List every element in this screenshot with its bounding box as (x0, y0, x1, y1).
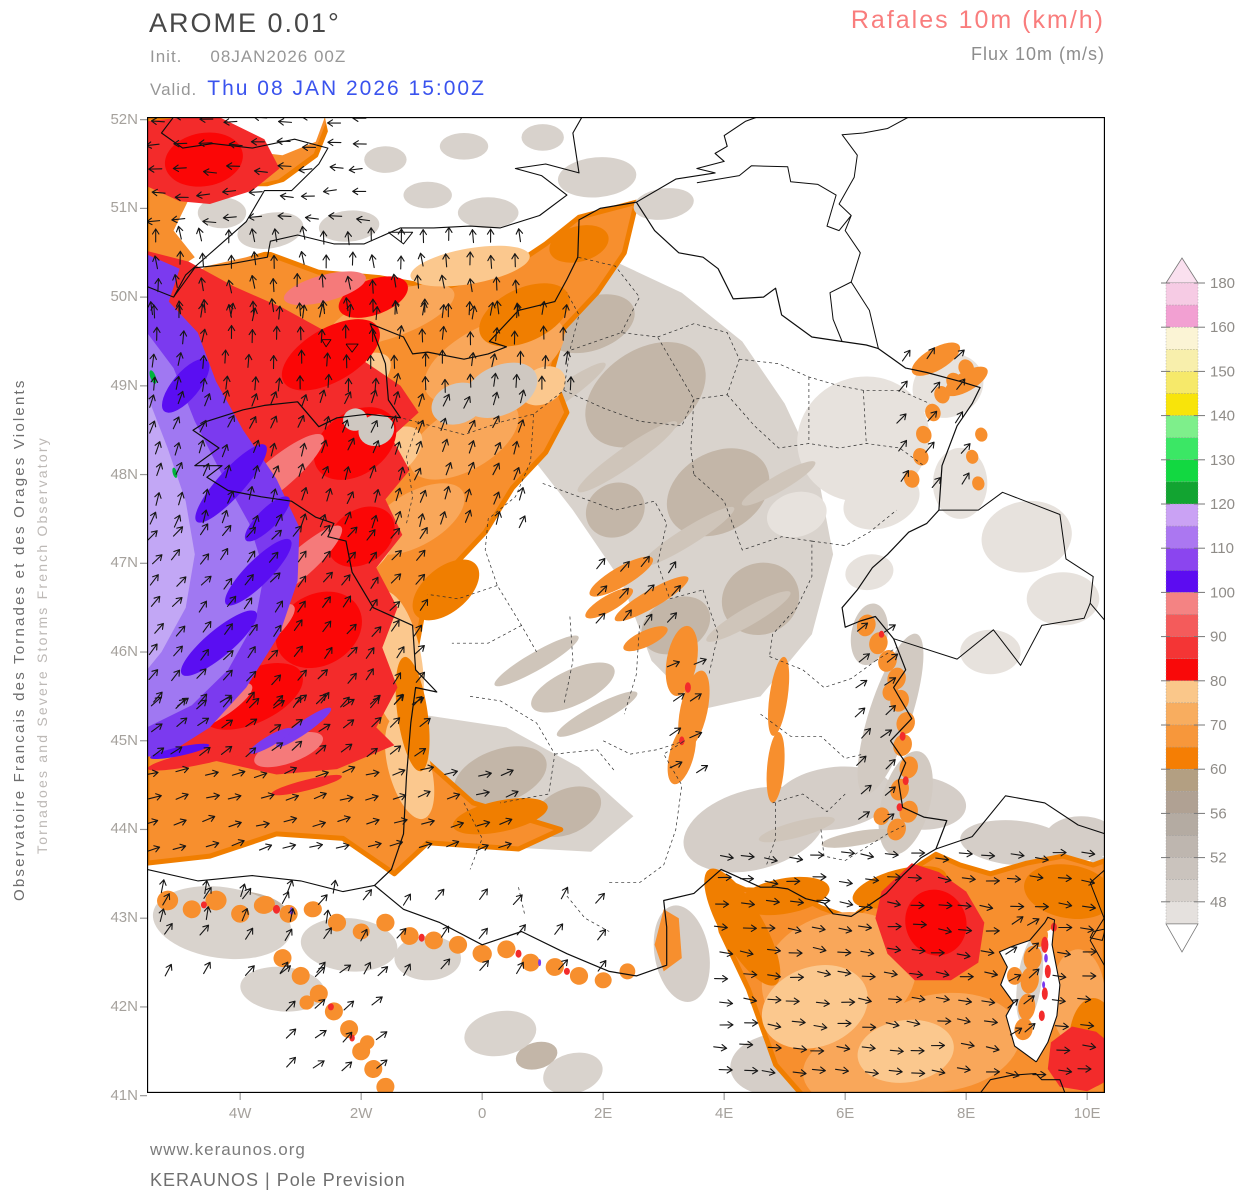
legend-value: 140 (1210, 408, 1235, 425)
model-title: AROME 0.01° (149, 8, 341, 38)
lat-tick-label: 45N (110, 731, 138, 749)
legend-value: 80 (1210, 673, 1227, 690)
legend-value: 110 (1210, 540, 1234, 557)
lon-tick-label: 8E (956, 1105, 976, 1122)
legend-value: 130 (1210, 452, 1235, 469)
lon-tick-label: 4E (714, 1105, 734, 1122)
valid-label: Valid. (150, 80, 198, 99)
init-line: Init. 08JAN2026 00Z (150, 47, 346, 67)
lon-tick-label: 6E (835, 1105, 855, 1122)
legend-value: 48 (1210, 894, 1227, 911)
valid-line: Valid. Thu 08 JAN 2026 15:00Z (150, 77, 486, 101)
lat-tick-label: 52N (110, 110, 138, 128)
lat-tick-label: 42N (110, 997, 138, 1015)
lat-tick-label: 50N (110, 288, 138, 306)
lat-tick-label: 46N (110, 643, 138, 661)
lat-tick-label: 44N (110, 820, 138, 838)
lat-tick-label: 43N (110, 909, 138, 927)
lat-tick-label: 49N (110, 376, 138, 394)
lon-tick-label: 10E (1073, 1105, 1101, 1122)
flux-subtitle: Flux 10m (m/s) (970, 44, 1105, 64)
observatory-name-french: Observatoire Francais des Tornades et de… (11, 378, 28, 901)
field-title: Rafales 10m (km/h) (850, 6, 1105, 34)
lon-tick-label: 0 (477, 1105, 487, 1122)
lon-tick-label: 2E (593, 1105, 613, 1122)
init-value: 08JAN2026 00Z (210, 47, 347, 66)
legend-value: 100 (1210, 584, 1235, 601)
lon-tick-label: 4W (228, 1105, 252, 1122)
legend-value: 70 (1210, 717, 1227, 734)
legend-value: 160 (1210, 319, 1235, 336)
legend-value: 120 (1210, 496, 1235, 513)
lon-tick-label: 2W (349, 1105, 373, 1122)
legend-value: 180 (1210, 275, 1235, 292)
website-url: www.keraunos.org (150, 1140, 306, 1159)
lat-tick-label: 48N (110, 465, 138, 483)
legend-value: 90 (1210, 629, 1227, 646)
observatory-name-english: Tornadoes and Severe Storms French Obser… (34, 436, 50, 854)
lat-tick-label: 51N (110, 199, 138, 217)
legend-value: 52 (1210, 850, 1227, 867)
legend-value: 150 (1210, 363, 1235, 380)
legend-colorbar: 180 160 150 140 130 120 110 100 90 80 70 60 56 52 48 (1158, 248, 1248, 978)
organisation-credit: KERAUNOS | Pole Prevision (150, 1170, 406, 1190)
lat-tick-label: 41N (110, 1086, 138, 1104)
init-label: Init. (150, 47, 183, 66)
legend-value: 56 (1210, 805, 1227, 822)
legend-value: 60 (1210, 761, 1227, 778)
valid-value: Thu 08 JAN 2026 15:00Z (207, 77, 486, 100)
lat-tick-label: 47N (110, 554, 138, 572)
map-canvas (147, 117, 1105, 1093)
